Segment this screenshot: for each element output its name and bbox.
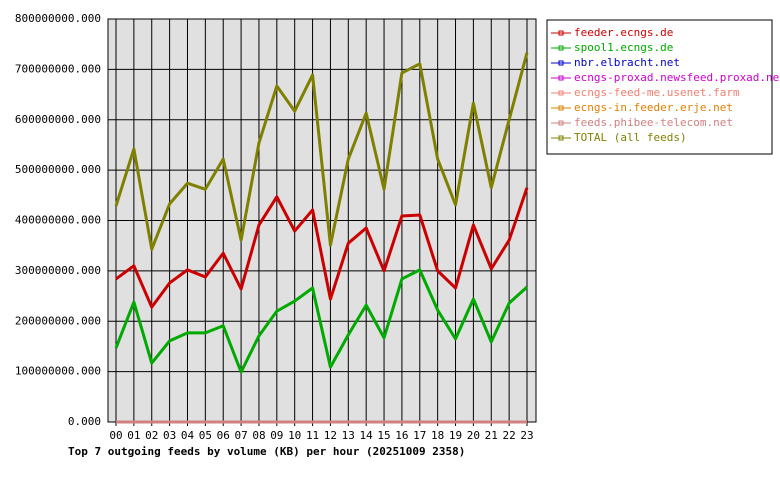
legend-label: nbr.elbracht.net <box>574 56 680 69</box>
y-tick-label: 400000000.000 <box>15 214 101 227</box>
x-tick-label: 06 <box>217 429 230 442</box>
x-tick-label: 18 <box>431 429 444 442</box>
legend-label: spool1.ecngs.de <box>574 41 673 54</box>
x-tick-label: 15 <box>377 429 390 442</box>
legend-marker <box>558 105 564 111</box>
legend-marker <box>558 75 564 81</box>
x-tick-label: 21 <box>485 429 498 442</box>
chart-title: Top 7 outgoing feeds by volume (KB) per … <box>68 445 465 458</box>
x-tick-label: 12 <box>324 429 337 442</box>
x-tick-label: 04 <box>181 429 195 442</box>
x-tick-label: 00 <box>109 429 122 442</box>
legend-marker <box>558 135 564 141</box>
y-tick-label: 600000000.000 <box>15 113 101 126</box>
legend-marker <box>558 30 564 36</box>
x-tick-label: 10 <box>288 429 301 442</box>
x-tick-label: 01 <box>127 429 140 442</box>
y-tick-label: 300000000.000 <box>15 264 101 277</box>
legend-label: ecngs-in.feeder.erje.net <box>574 101 733 114</box>
series-line <box>115 187 529 309</box>
y-tick-label: 0.000 <box>68 415 101 428</box>
y-tick-label: 200000000.000 <box>15 314 101 327</box>
x-tick-label: 03 <box>163 429 176 442</box>
legend-label: TOTAL (all feeds) <box>574 131 687 144</box>
x-tick-label: 07 <box>234 429 247 442</box>
y-tick-label: 700000000.000 <box>15 62 101 75</box>
legend-label: feeds.phibee-telecom.net <box>574 116 733 129</box>
x-tick-label: 05 <box>199 429 212 442</box>
x-tick-label: 17 <box>413 429 426 442</box>
legend-marker <box>558 45 564 51</box>
legend-marker <box>558 120 564 126</box>
legend-label: feeder.ecngs.de <box>574 26 673 39</box>
y-tick-label: 100000000.000 <box>15 365 101 378</box>
x-tick-label: 13 <box>342 429 355 442</box>
x-tick-label: 14 <box>360 429 374 442</box>
legend-label: ecngs-proxad.newsfeed.proxad.net <box>574 71 780 84</box>
x-tick-label: 23 <box>520 429 533 442</box>
legend-box <box>546 19 773 155</box>
legend-marker <box>558 60 564 66</box>
series-line <box>114 52 529 251</box>
x-tick-label: 09 <box>270 429 283 442</box>
x-tick-label: 11 <box>306 429 319 442</box>
x-tick-label: 16 <box>395 429 408 442</box>
x-tick-label: 20 <box>467 429 480 442</box>
x-tick-label: 02 <box>145 429 158 442</box>
legend-label: ecngs-feed-me.usenet.farm <box>574 86 740 99</box>
x-tick-label: 08 <box>252 429 265 442</box>
legend-marker <box>558 90 564 96</box>
x-tick-label: 22 <box>503 429 516 442</box>
x-tick-label: 19 <box>449 429 462 442</box>
series-line <box>114 268 529 374</box>
y-tick-label: 800000000.000 <box>15 12 101 25</box>
y-tick-label: 500000000.000 <box>15 163 101 176</box>
